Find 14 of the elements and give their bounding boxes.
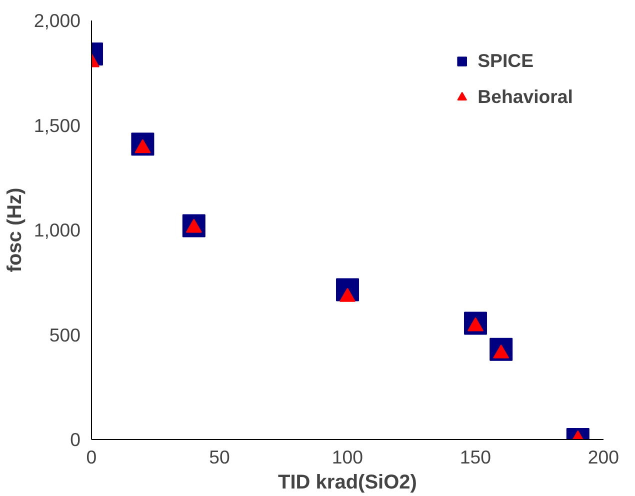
x-axis-title: TID krad(SiO2)	[278, 472, 417, 494]
x-tick-label: 200	[588, 446, 620, 468]
y-axis-title: fosc (Hz)	[4, 188, 26, 272]
y-tick-label: 500	[49, 324, 81, 346]
x-tick-label: 150	[460, 446, 492, 468]
legend-label: SPICE	[478, 50, 534, 72]
x-tick-label: 100	[332, 446, 364, 468]
legend-label: Behavioral	[478, 86, 573, 108]
y-tick-label: 0	[70, 429, 81, 450]
y-tick-label: 2,000	[34, 10, 80, 31]
y-tick-label: 1,500	[34, 114, 80, 136]
y-tick-label: 1,000	[34, 220, 80, 240]
x-tick-label: 0	[86, 446, 97, 468]
x-tick-label: 50	[209, 446, 230, 468]
